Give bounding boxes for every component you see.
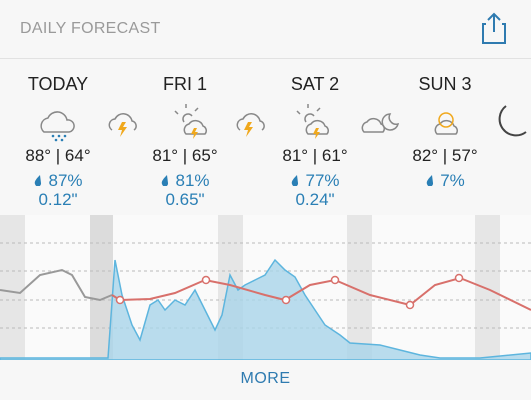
precip-chance: 81% bbox=[125, 171, 245, 191]
precip-amount: 0.24" bbox=[295, 190, 335, 209]
forecast-graph bbox=[0, 215, 531, 360]
more-button[interactable]: MORE bbox=[240, 370, 291, 387]
day-temps: 81° | 65° bbox=[152, 146, 218, 165]
day-name: FRI 1 bbox=[162, 74, 207, 94]
drop-icon bbox=[35, 175, 42, 187]
drop-icon bbox=[426, 175, 434, 187]
precip-chance: 7% bbox=[385, 171, 505, 191]
day-name: SAT 2 bbox=[290, 74, 340, 94]
drop-icon bbox=[162, 175, 169, 187]
header-title: DAILY FORECAST bbox=[20, 20, 161, 37]
precip-amount: 0.12" bbox=[38, 190, 78, 209]
day-temps: 81° | 61° bbox=[282, 146, 348, 165]
drop-icon bbox=[292, 175, 299, 187]
precip-chance: 87% bbox=[0, 171, 118, 191]
day-name: TODAY bbox=[27, 74, 89, 94]
precip-amount: 0.65" bbox=[165, 190, 205, 209]
day-name: SUN 3 bbox=[418, 74, 472, 94]
share-button[interactable] bbox=[482, 12, 506, 44]
weather-icons bbox=[40, 104, 527, 142]
precip-chance: 77% bbox=[255, 171, 375, 191]
header: DAILY FORECAST bbox=[0, 0, 531, 59]
day-temps: 82° | 57° bbox=[412, 146, 478, 165]
day-temps: 88° | 64° bbox=[25, 146, 91, 165]
